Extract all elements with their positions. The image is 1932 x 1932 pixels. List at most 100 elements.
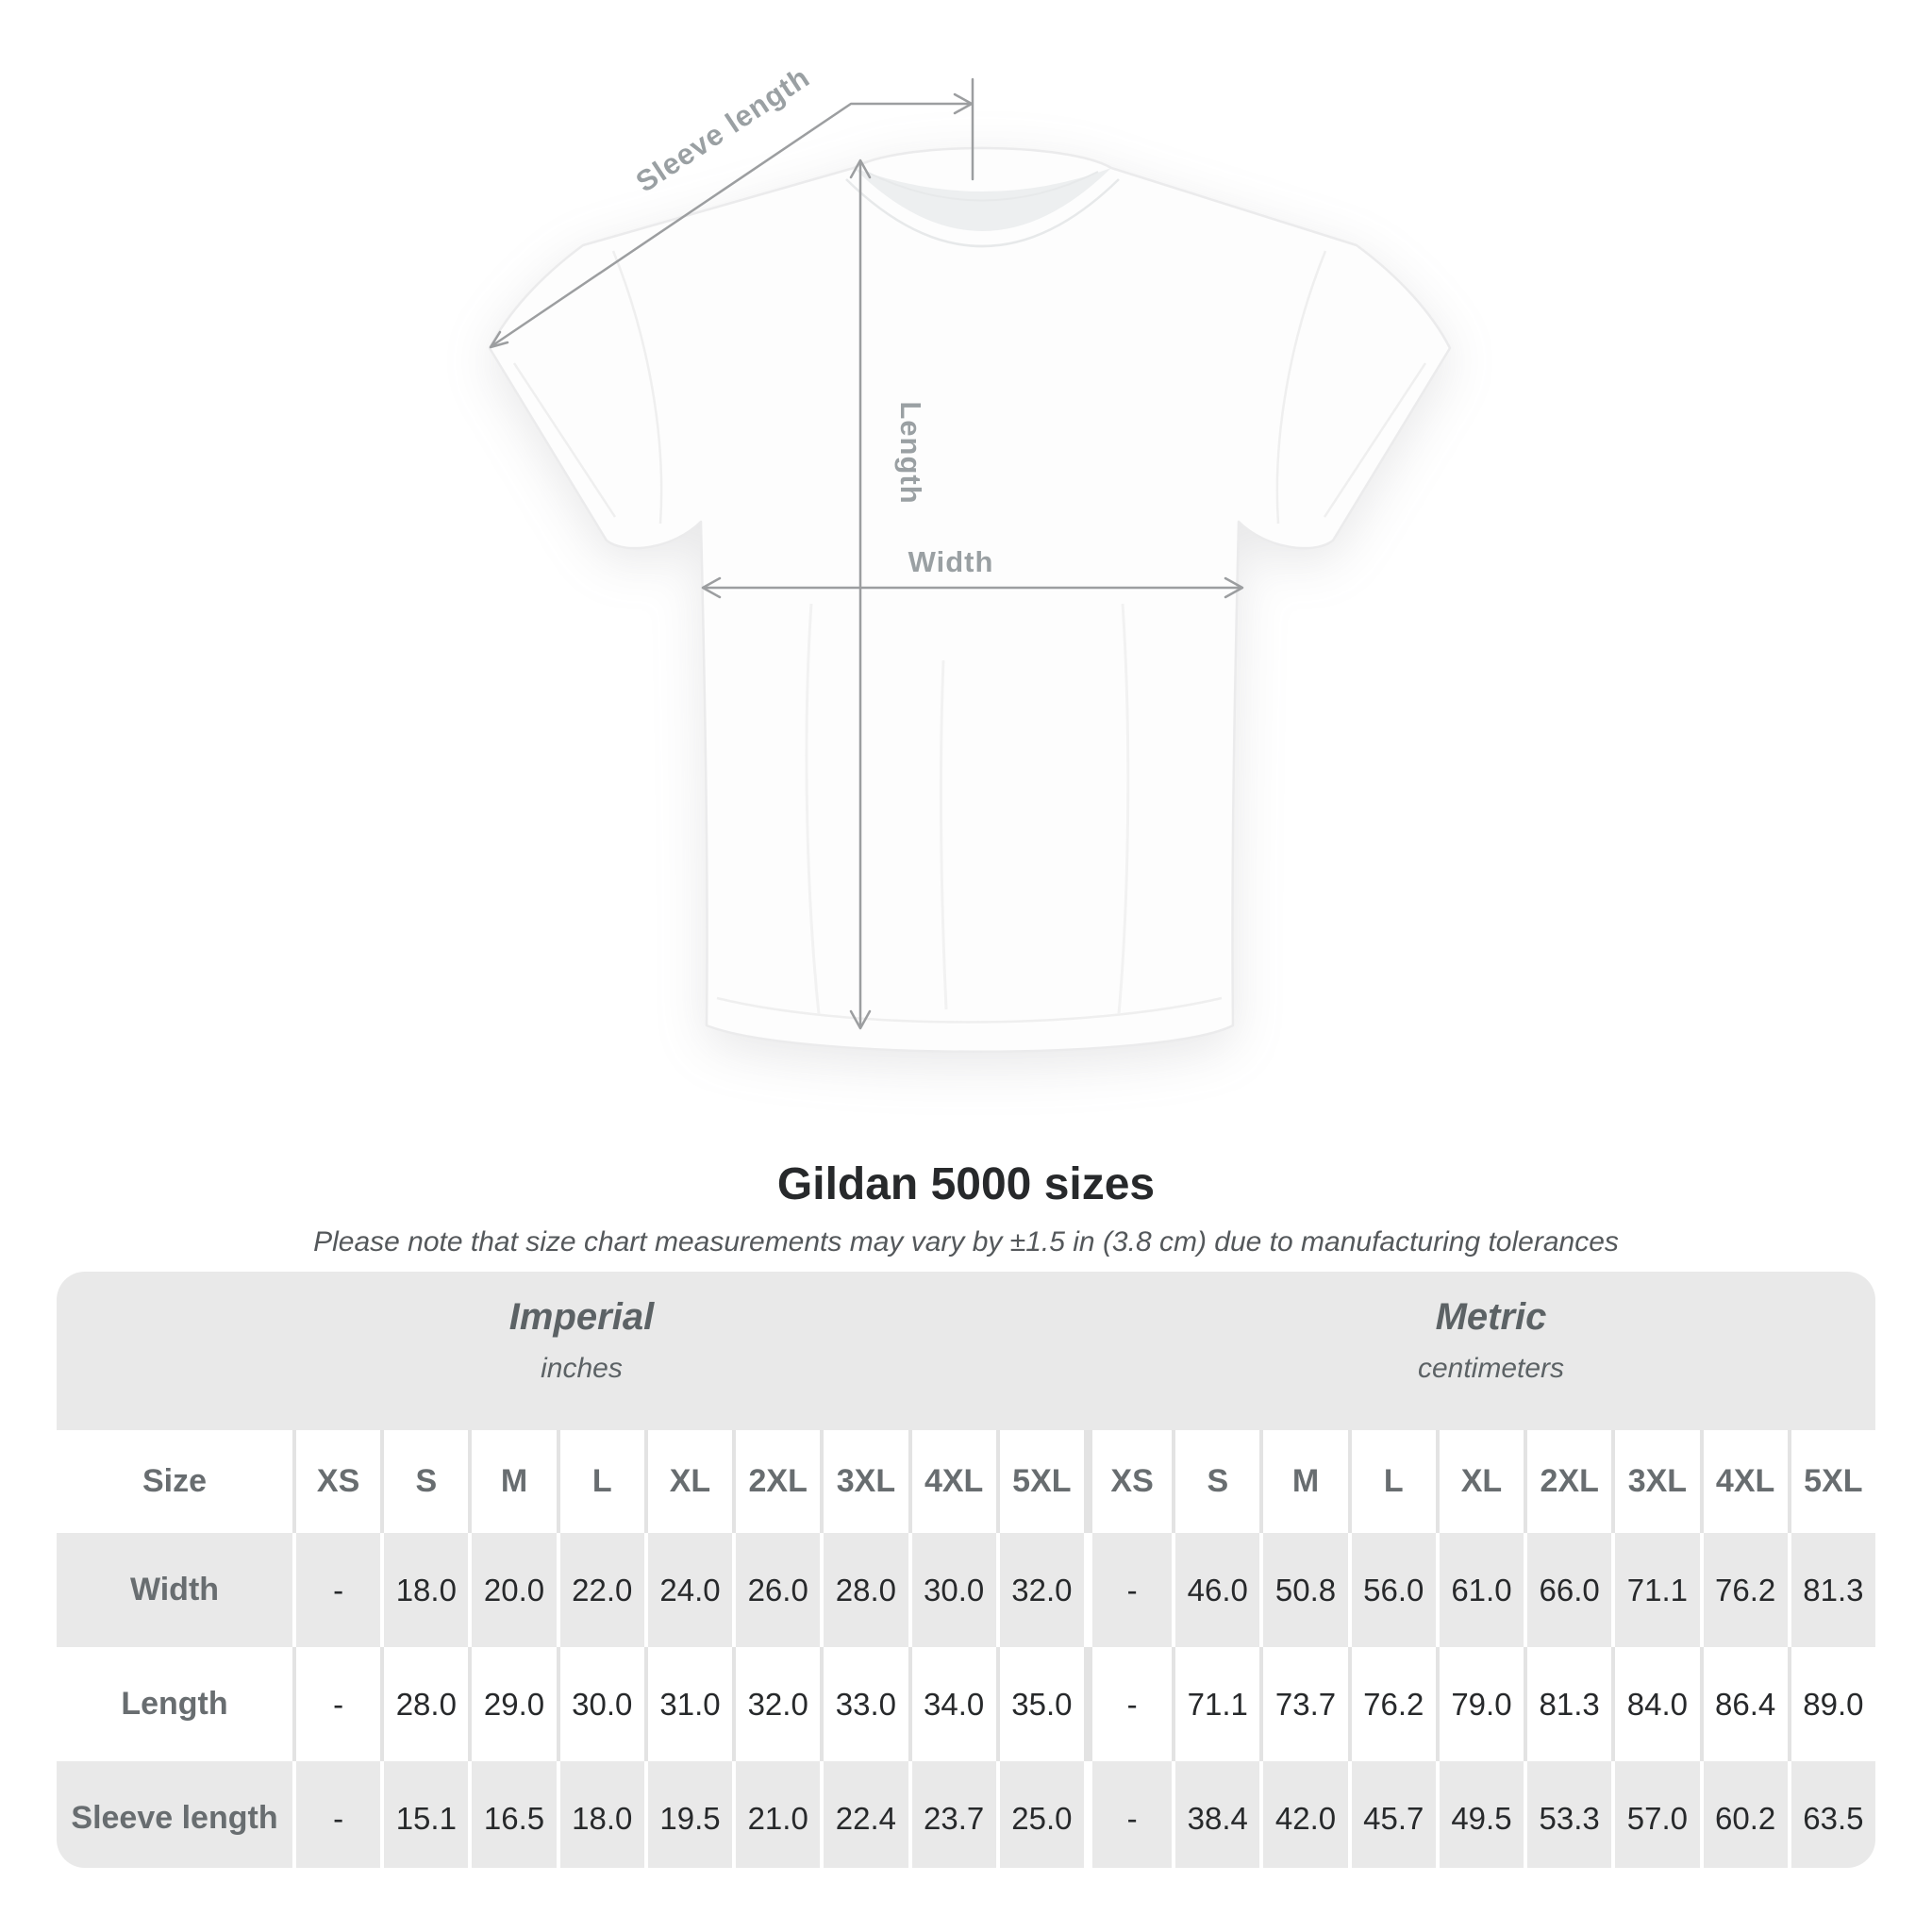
value-cell: 61.0 <box>1435 1533 1524 1647</box>
value-cell: 23.7 <box>908 1761 996 1868</box>
value-cell: 56.0 <box>1347 1533 1436 1647</box>
row-label: Sleeve length <box>71 1800 278 1836</box>
value-cell: 89.0 <box>1787 1647 1875 1761</box>
value-cell: 50.8 <box>1259 1533 1347 1647</box>
value-cell: 84.0 <box>1611 1647 1699 1761</box>
value-cell: - <box>292 1533 380 1647</box>
size-column-header: Size <box>142 1463 208 1499</box>
value-cell: 76.2 <box>1699 1533 1788 1647</box>
tshirt-illustration <box>488 146 1452 1053</box>
value-cell: 28.0 <box>820 1533 908 1647</box>
value-cell: 32.0 <box>732 1647 820 1761</box>
value-cell: 45.7 <box>1347 1761 1436 1868</box>
length-label: Length <box>894 401 927 504</box>
tshirt-measurement-diagram: Sleeve length Length Width <box>488 60 1452 1053</box>
size-header-cell: S <box>1172 1430 1259 1533</box>
length-arrow-up-icon <box>849 158 872 179</box>
value-cell: - <box>292 1647 380 1761</box>
value-cell: 53.3 <box>1524 1761 1611 1868</box>
value-cell: 25.0 <box>995 1761 1084 1868</box>
value-cell: 73.7 <box>1259 1647 1347 1761</box>
value-cell: 31.0 <box>643 1647 732 1761</box>
value-cell: 81.3 <box>1787 1533 1875 1647</box>
value-cell: 18.0 <box>380 1533 468 1647</box>
size-header-cell: 2XL <box>732 1430 820 1533</box>
size-header-cell: 2XL <box>1524 1430 1611 1533</box>
sleeve-length-row: Sleeve length - 15.1 16.5 18.0 19.5 21.0… <box>57 1761 1875 1868</box>
size-header-cell: M <box>1259 1430 1347 1533</box>
value-cell: 22.4 <box>820 1761 908 1868</box>
metric-section-header: Metric centimeters <box>1107 1272 1875 1430</box>
tolerance-note: Please note that size chart measurements… <box>313 1226 1619 1257</box>
sleeve-length-label: Sleeve length <box>630 60 816 199</box>
size-header-cell: XL <box>643 1430 732 1533</box>
sleeve-arrow-end-icon <box>489 330 509 349</box>
size-header-cell: L <box>556 1430 644 1533</box>
size-header-cell: L <box>1347 1430 1436 1533</box>
value-cell: 32.0 <box>995 1533 1084 1647</box>
tshirt-back-collar-seam <box>865 171 1099 202</box>
value-cell: 81.3 <box>1524 1647 1611 1761</box>
width-row: Width - 18.0 20.0 22.0 24.0 26.0 28.0 30… <box>57 1533 1875 1647</box>
value-cell: 35.0 <box>995 1647 1084 1761</box>
tshirt-outline <box>488 146 1452 1053</box>
width-label: Width <box>908 545 994 578</box>
value-cell: 20.0 <box>468 1533 556 1647</box>
value-cell: 21.0 <box>732 1761 820 1868</box>
value-cell: - <box>1083 1761 1172 1868</box>
value-cell: 46.0 <box>1172 1533 1259 1647</box>
value-cell: 30.0 <box>556 1647 644 1761</box>
size-header-cell: 4XL <box>908 1430 996 1533</box>
value-cell: 42.0 <box>1259 1761 1347 1868</box>
size-header-row: Size XS S M L XL 2XL 3XL 4XL 5XL XS S M … <box>57 1430 1875 1533</box>
imperial-unit-label: inches <box>541 1353 623 1384</box>
value-cell: - <box>1083 1533 1172 1647</box>
imperial-label: Imperial <box>508 1296 655 1338</box>
value-cell: 26.0 <box>732 1533 820 1647</box>
tshirt-fold-lines <box>805 603 1130 1015</box>
value-cell: 38.4 <box>1172 1761 1259 1868</box>
length-row: Length - 28.0 29.0 30.0 31.0 32.0 33.0 3… <box>57 1647 1875 1761</box>
value-cell: 30.0 <box>908 1533 996 1647</box>
size-table: Size XS S M L XL 2XL 3XL 4XL 5XL XS S M … <box>57 1430 1875 1868</box>
units-header-band: Imperial inches Metric centimeters <box>57 1272 1875 1430</box>
value-cell: 15.1 <box>380 1761 468 1868</box>
value-cell: - <box>1083 1647 1172 1761</box>
value-cell: 22.0 <box>556 1533 644 1647</box>
row-label: Length <box>121 1686 228 1722</box>
value-cell: 71.1 <box>1611 1533 1699 1647</box>
value-cell: 79.0 <box>1435 1647 1524 1761</box>
size-header-cell: S <box>380 1430 468 1533</box>
dimension-lines <box>489 77 1244 1030</box>
metric-label: Metric <box>1435 1296 1547 1338</box>
size-header-cell: 5XL <box>1787 1430 1875 1533</box>
value-cell: 66.0 <box>1524 1533 1611 1647</box>
value-cell: - <box>292 1761 380 1868</box>
size-header-cell: 5XL <box>995 1430 1084 1533</box>
value-cell: 18.0 <box>556 1761 644 1868</box>
value-cell: 29.0 <box>468 1647 556 1761</box>
width-arrow-right-icon <box>1224 576 1244 599</box>
value-cell: 76.2 <box>1347 1647 1436 1761</box>
value-cell: 57.0 <box>1611 1761 1699 1868</box>
value-cell: 19.5 <box>643 1761 732 1868</box>
value-cell: 86.4 <box>1699 1647 1788 1761</box>
size-header-cell: 4XL <box>1699 1430 1788 1533</box>
size-header-cell: M <box>468 1430 556 1533</box>
size-header-cell: XS <box>292 1430 380 1533</box>
imperial-section-header: Imperial inches <box>57 1272 1107 1430</box>
length-arrow-down-icon <box>849 1009 872 1030</box>
value-cell: 33.0 <box>820 1647 908 1761</box>
value-cell: 60.2 <box>1699 1761 1788 1868</box>
value-cell: 28.0 <box>380 1647 468 1761</box>
tshirt-seams <box>512 250 1427 1024</box>
value-cell: 63.5 <box>1787 1761 1875 1868</box>
size-header-cell: 3XL <box>820 1430 908 1533</box>
width-arrow-left-icon <box>701 576 722 599</box>
row-label: Width <box>129 1572 220 1607</box>
size-header-cell: 3XL <box>1611 1430 1699 1533</box>
size-header-cell: XL <box>1435 1430 1524 1533</box>
value-cell: 34.0 <box>908 1647 996 1761</box>
value-cell: 24.0 <box>643 1533 732 1647</box>
